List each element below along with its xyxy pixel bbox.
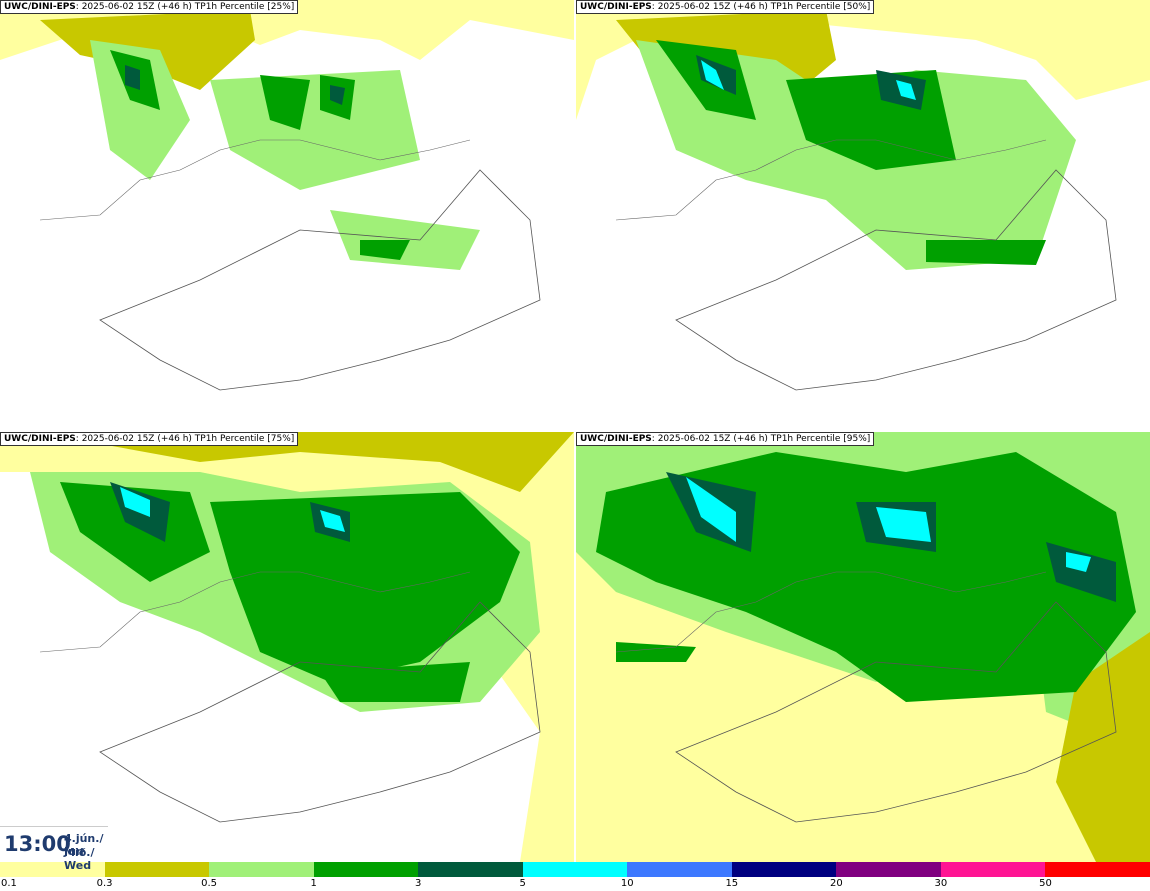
legend-swatch — [940, 862, 1046, 877]
legend-label: 3 — [414, 878, 422, 889]
legend-label: 0.5 — [201, 878, 218, 889]
legend-label: 15 — [725, 878, 739, 889]
valid-time: 13:00 — [4, 832, 71, 856]
map-panel-p75: UWC/DINI-EPS: 2025-06-02 15Z (+46 h) TP1… — [0, 432, 574, 862]
legend-label: 1 — [310, 878, 317, 889]
legend-swatch — [418, 862, 523, 877]
map-panel-p25: UWC/DINI-EPS: 2025-06-02 15Z (+46 h) TP1… — [0, 0, 574, 430]
legend-label: 10 — [620, 878, 634, 889]
panel-title: UWC/DINI-EPS: 2025-06-02 15Z (+46 h) TP1… — [576, 432, 875, 446]
legend-label: 0.3 — [96, 878, 113, 889]
legend-swatch — [104, 862, 210, 877]
legend-swatch — [313, 862, 419, 877]
legend-swatch — [209, 862, 314, 877]
valid-date-line1: 4.jún./ Jun — [64, 832, 104, 858]
panel-title: UWC/DINI-EPS: 2025-06-02 15Z (+46 h) TP1… — [0, 0, 299, 14]
legend-label: 30 — [934, 878, 948, 889]
legend-label: 5 — [519, 878, 526, 889]
legend-swatch — [731, 862, 837, 877]
panel-title: UWC/DINI-EPS: 2025-06-02 15Z (+46 h) TP1… — [0, 432, 299, 446]
legend-label: 50 — [1039, 878, 1052, 889]
precip-map-p25 — [0, 0, 574, 430]
panel-title: UWC/DINI-EPS: 2025-06-02 15Z (+46 h) TP1… — [576, 0, 875, 14]
valid-time-box: 13:00 4.jún./ Jun Mið./ Wed — [0, 826, 108, 872]
legend-swatch — [836, 862, 941, 877]
valid-date-line2: Mið./ Wed — [64, 846, 95, 872]
precip-map-p95 — [576, 432, 1150, 862]
legend-color-bar — [0, 862, 1150, 877]
legend-label: 0.1 — [1, 878, 17, 889]
color-legend: 0.1 0.3 0.5 1 3 5 10 15 20 30 50 — [0, 862, 1150, 891]
legend-swatch — [627, 862, 732, 877]
legend-swatch — [1045, 862, 1150, 877]
legend-swatch — [522, 862, 628, 877]
legend-swatch — [0, 862, 105, 877]
legend-label: 20 — [829, 878, 843, 889]
map-panel-p50: UWC/DINI-EPS: 2025-06-02 15Z (+46 h) TP1… — [576, 0, 1150, 430]
precip-map-p75 — [0, 432, 574, 862]
precip-map-p50 — [576, 0, 1150, 430]
map-panel-p95: UWC/DINI-EPS: 2025-06-02 15Z (+46 h) TP1… — [576, 432, 1150, 862]
